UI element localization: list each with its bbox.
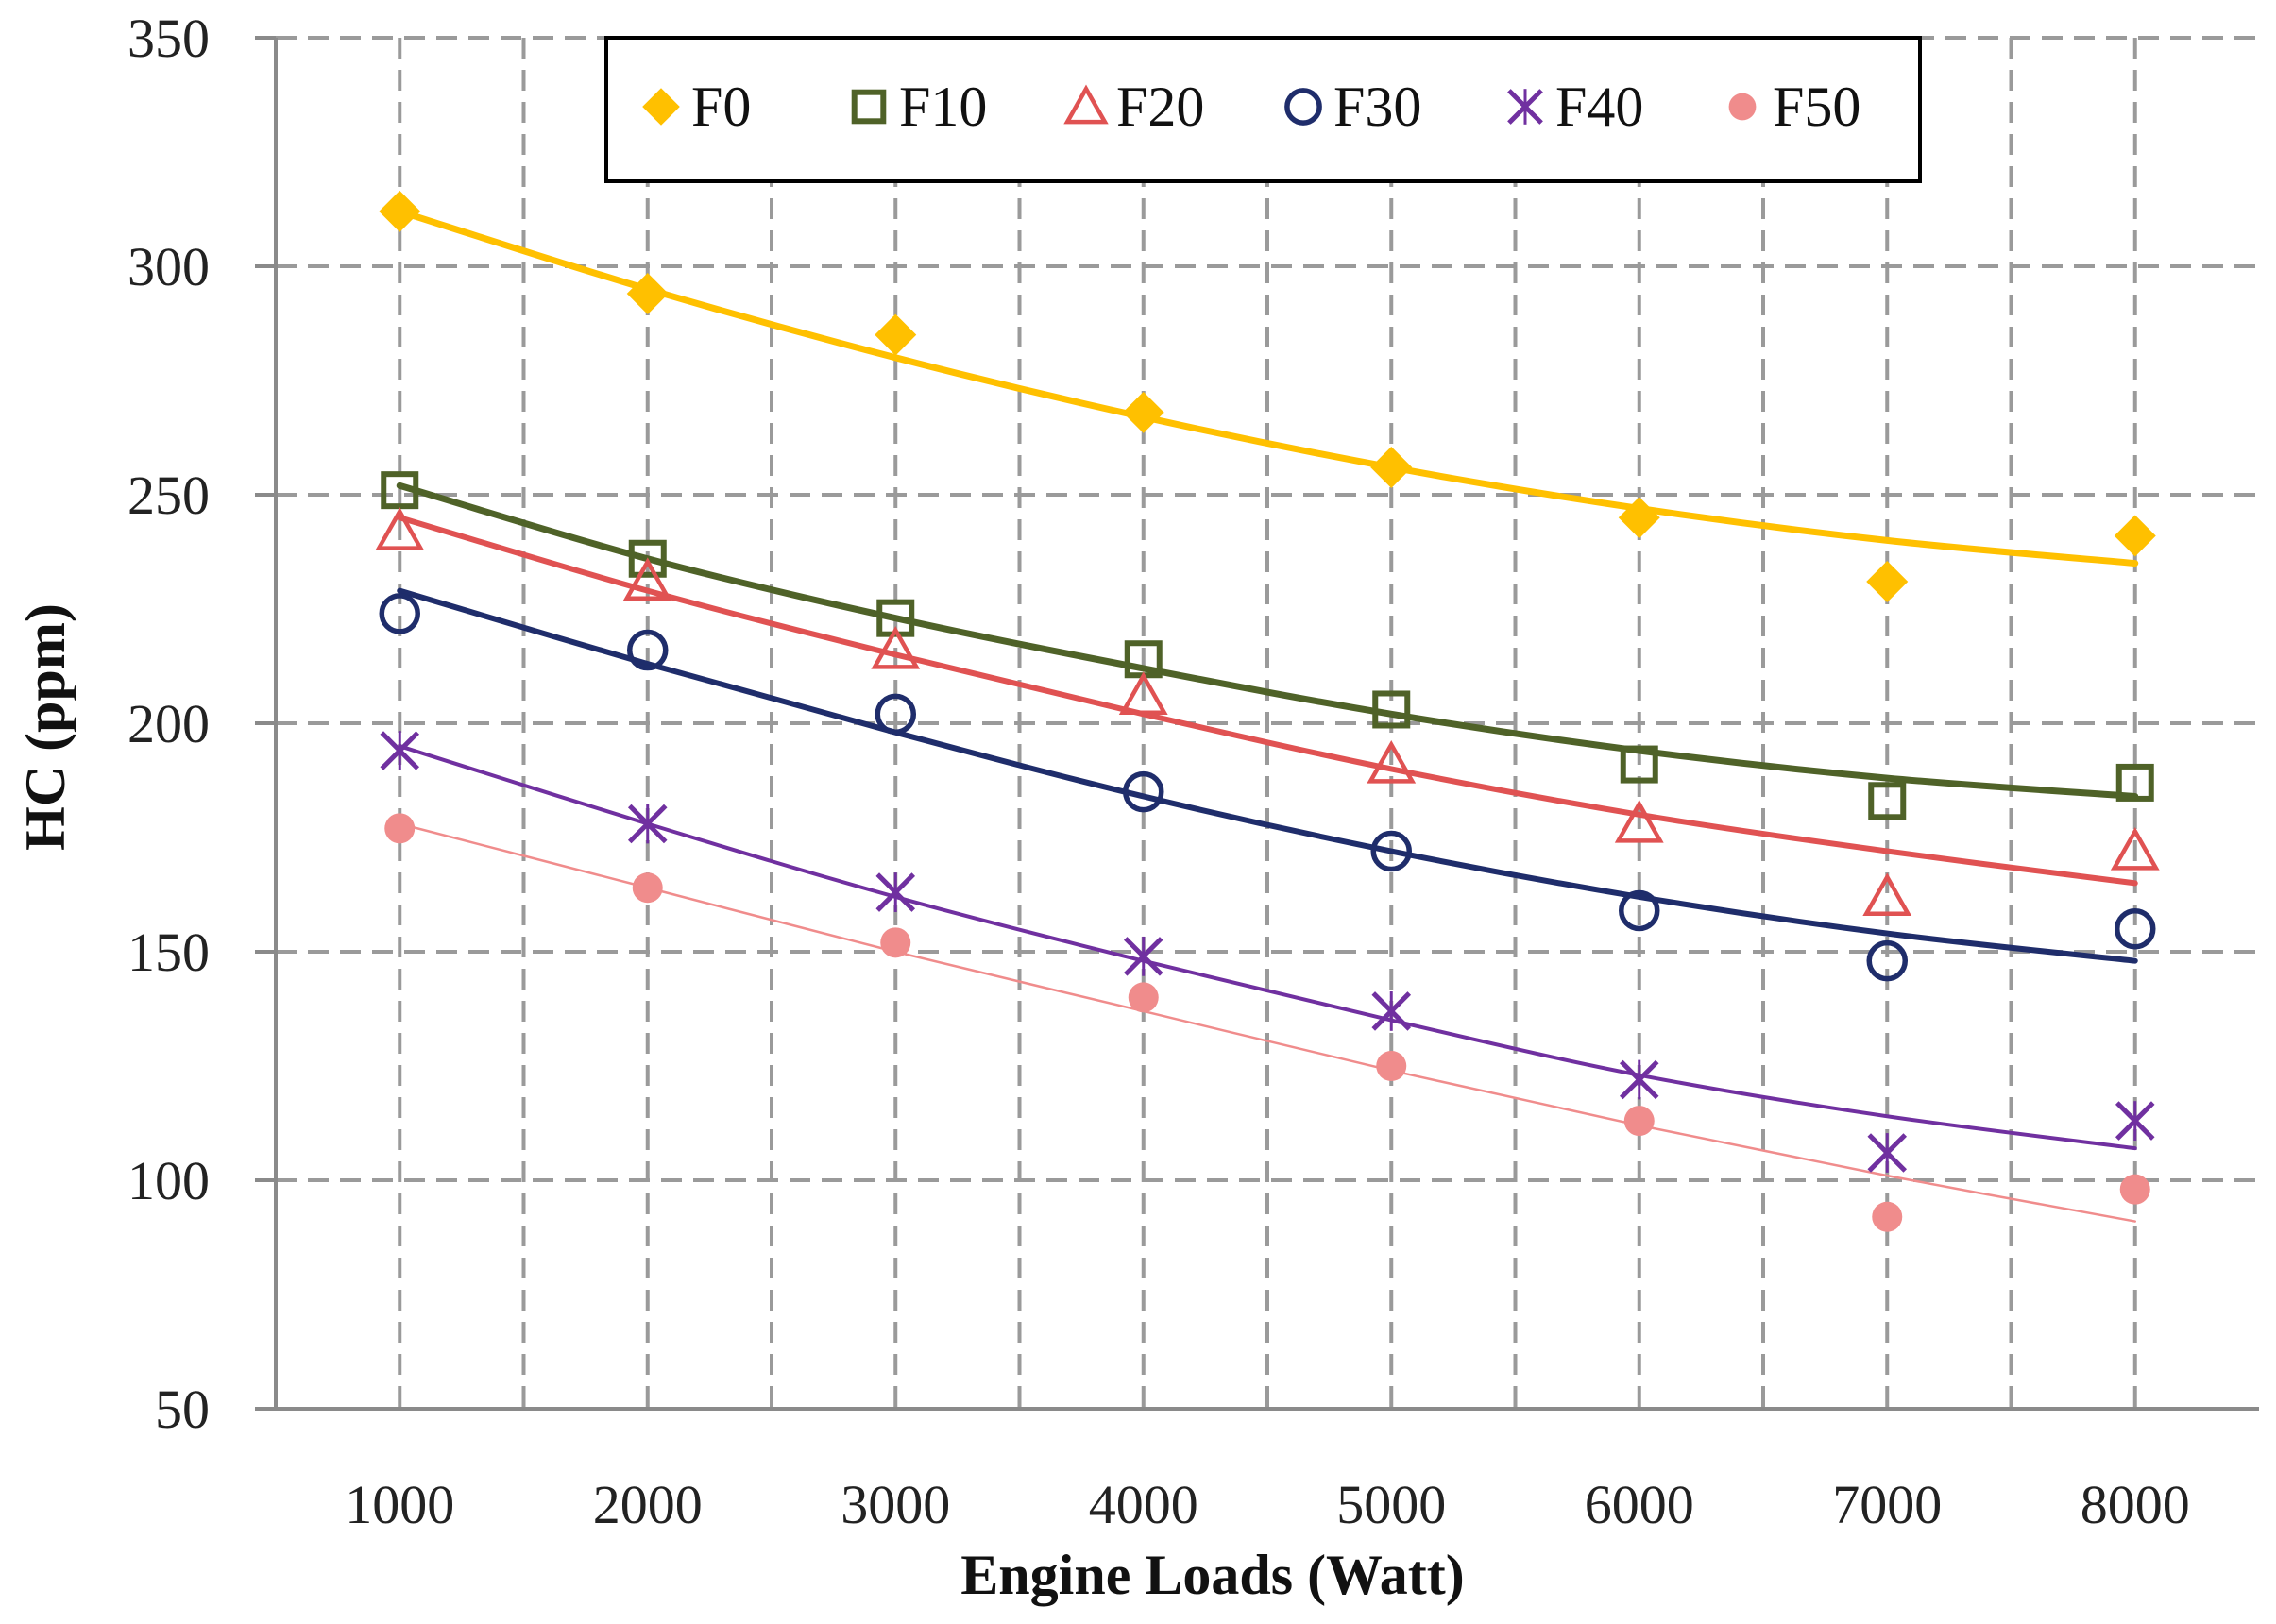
legend-label-f30: F30 (1333, 76, 1421, 138)
legend-item-f50: F50 (1728, 76, 1860, 138)
legend-marker-f30 (1284, 88, 1322, 126)
point-f30-2000 (627, 629, 669, 671)
x-axis-title: Engine Loads (Watt) (960, 1544, 1464, 1606)
legend-label-f50: F50 (1773, 76, 1860, 138)
y-tick-label: 50 (155, 1379, 210, 1440)
point-f0-8000 (2114, 515, 2156, 557)
legend-label-f40: F40 (1555, 76, 1643, 138)
legend-marker-f0 (642, 88, 680, 126)
point-f20-1000 (375, 507, 425, 550)
axes (255, 36, 2259, 1411)
legend-item-f0: F0 (642, 76, 751, 138)
point-f30-3000 (875, 693, 916, 736)
point-f10-1000 (381, 471, 419, 510)
point-f10-5000 (1372, 690, 1411, 729)
y-tick-label: 300 (127, 236, 210, 297)
legend-item-f40: F40 (1507, 76, 1643, 138)
x-tick-label: 7000 (1832, 1474, 1942, 1535)
x-tick-labels: 1000 2000 3000 4000 5000 6000 7000 8000 (345, 1474, 2190, 1535)
point-f0-6000 (1618, 497, 1660, 539)
x-tick-label: 5000 (1336, 1474, 1446, 1535)
legend-marker-f40 (1507, 89, 1543, 125)
point-f20-2000 (622, 557, 672, 601)
point-f40-5000 (1371, 991, 1412, 1031)
point-f50-7000 (1872, 1201, 1903, 1232)
legend-item-f10: F10 (851, 76, 987, 138)
point-f0-3000 (875, 313, 917, 356)
point-f40-4000 (1123, 936, 1163, 976)
point-f10-8000 (2115, 763, 2154, 802)
trendline-f40 (398, 744, 2137, 1151)
point-f0-4000 (1122, 391, 1164, 433)
point-f10-6000 (1620, 745, 1658, 784)
point-f10-2000 (628, 539, 667, 578)
point-f50-6000 (1623, 1106, 1655, 1137)
point-f30-4000 (1123, 770, 1164, 813)
x-tick-label: 3000 (841, 1474, 950, 1535)
legend-marker-f50 (1728, 93, 1757, 121)
legend-box (604, 36, 1922, 183)
trendline-f0 (396, 208, 2139, 567)
point-f10-7000 (1868, 782, 1907, 820)
x-tick-label: 8000 (2081, 1474, 2190, 1535)
y-tick-label: 150 (127, 922, 210, 983)
point-f20-7000 (1862, 872, 1912, 917)
point-f50-8000 (2119, 1174, 2150, 1205)
y-tick-label: 200 (127, 693, 210, 754)
point-f40-8000 (2115, 1101, 2155, 1141)
legend: F0 F10 F20 F30 F40 F50 (604, 36, 1922, 183)
legend-marker-f10 (851, 89, 887, 125)
point-f20-6000 (1614, 799, 1664, 843)
point-f40-6000 (1619, 1059, 1659, 1100)
point-f30-8000 (2115, 908, 2156, 950)
y-tick-label: 350 (127, 8, 210, 69)
point-f0-1000 (379, 190, 421, 232)
point-f50-3000 (880, 927, 911, 958)
point-f0-7000 (1866, 560, 1909, 602)
x-tick-label: 2000 (593, 1474, 703, 1535)
y-axis-title: HC (ppm) (14, 603, 76, 851)
y-tick-labels: 50 100 150 200 250 300 350 (127, 8, 210, 1440)
x-tick-label: 6000 (1585, 1474, 1694, 1535)
trendline-f50 (399, 822, 2136, 1223)
point-f30-6000 (1619, 889, 1660, 932)
legend-label-f0: F0 (691, 76, 751, 138)
legend-marker-f20 (1063, 84, 1109, 125)
point-f40-3000 (875, 872, 916, 912)
point-f50-2000 (632, 872, 663, 904)
x-tick-label: 1000 (345, 1474, 454, 1535)
point-f50-1000 (384, 813, 416, 844)
data-markers (375, 190, 2160, 1232)
point-f20-5000 (1367, 740, 1417, 784)
point-f50-5000 (1376, 1051, 1407, 1081)
point-f30-1000 (379, 593, 420, 634)
legend-label-f20: F20 (1116, 76, 1204, 138)
point-f20-3000 (871, 626, 921, 669)
point-f40-1000 (380, 731, 420, 770)
point-f30-7000 (1866, 939, 1908, 982)
trendline-f20 (397, 515, 2138, 887)
point-f30-5000 (1370, 830, 1412, 872)
point-f50-4000 (1128, 982, 1159, 1013)
point-f20-4000 (1118, 671, 1168, 716)
y-tick-label: 100 (127, 1150, 210, 1211)
legend-item-f20: F20 (1063, 76, 1204, 138)
y-tick-label: 250 (127, 465, 210, 526)
trendline-f30 (397, 587, 2138, 964)
legend-label-f10: F10 (899, 76, 987, 138)
point-f0-5000 (1370, 446, 1413, 488)
legend-items: F0 F10 F20 F30 F40 F50 (642, 76, 1860, 138)
legend-item-f30: F30 (1284, 76, 1421, 138)
x-tick-label: 4000 (1089, 1474, 1198, 1535)
point-f40-7000 (1867, 1133, 1908, 1173)
point-f20-8000 (2110, 826, 2160, 871)
point-f40-2000 (627, 804, 668, 844)
trendline-f10 (396, 482, 2139, 800)
point-f0-2000 (626, 273, 669, 315)
trendlines (396, 208, 2139, 1223)
